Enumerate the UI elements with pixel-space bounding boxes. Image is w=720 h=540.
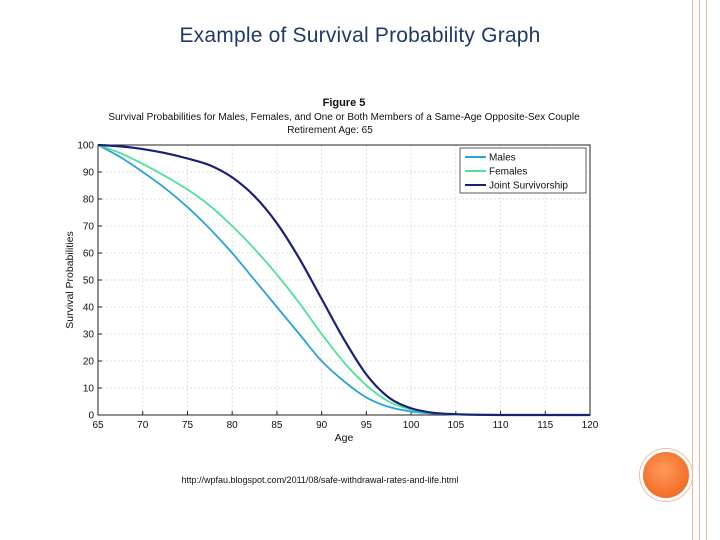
legend-label: Females bbox=[489, 167, 527, 178]
y-tick-label: 100 bbox=[77, 141, 94, 152]
slide-title: Example of Survival Probability Graph bbox=[179, 24, 541, 47]
y-tick-label: 50 bbox=[83, 276, 95, 287]
legend: Males Females Joint Survivorship bbox=[459, 147, 587, 194]
x-tick-label: 105 bbox=[447, 420, 464, 431]
y-tick-label: 30 bbox=[83, 330, 95, 341]
x-tick-label: 115 bbox=[537, 420, 553, 431]
x-tick-label: 120 bbox=[582, 420, 599, 431]
x-tick-label: 100 bbox=[403, 420, 420, 431]
chart-subtitle: Survival Probabilities for Males, Female… bbox=[108, 112, 580, 123]
y-tick-label: 90 bbox=[83, 168, 95, 179]
y-tick-label: 60 bbox=[83, 249, 95, 260]
x-tick-label: 90 bbox=[316, 420, 328, 431]
chart-title: Figure 5 bbox=[323, 97, 366, 109]
x-tick-label: 75 bbox=[182, 420, 194, 431]
y-tick-label: 0 bbox=[88, 411, 94, 422]
y-tick-label: 20 bbox=[83, 357, 95, 368]
x-axis-label: Age bbox=[335, 432, 354, 444]
y-tick-label: 80 bbox=[83, 195, 95, 206]
x-tick-label: 65 bbox=[92, 420, 104, 431]
decorative-circle bbox=[640, 449, 692, 501]
border-line-3 bbox=[706, 0, 707, 540]
border-line-2 bbox=[699, 0, 700, 540]
series-line-joint-survivorship bbox=[97, 143, 590, 417]
survival-chart: Figure 5 Survival Probabilities for Male… bbox=[64, 97, 599, 444]
chart-subtitle-2: Retirement Age: 65 bbox=[287, 125, 373, 136]
y-axis-label: Survival Probabilities bbox=[64, 231, 76, 328]
y-tick-label: 40 bbox=[83, 303, 95, 314]
y-tick-label: 70 bbox=[83, 222, 95, 233]
figure: Figure 5 Survival Probabilities for Male… bbox=[62, 92, 632, 448]
x-tick-label: 110 bbox=[493, 420, 509, 431]
y-tick-label: 10 bbox=[83, 384, 95, 395]
x-tick-label: 85 bbox=[271, 420, 283, 431]
border-line-1 bbox=[692, 0, 693, 540]
legend-label: Males bbox=[489, 153, 516, 164]
source-url: http://wpfau.blogspot.com/2011/08/safe-w… bbox=[181, 475, 459, 485]
x-tick-label: 70 bbox=[137, 420, 149, 431]
x-tick-label: 95 bbox=[361, 420, 373, 431]
x-tick-label: 80 bbox=[227, 420, 239, 431]
legend-label: Joint Survivorship bbox=[489, 181, 568, 192]
